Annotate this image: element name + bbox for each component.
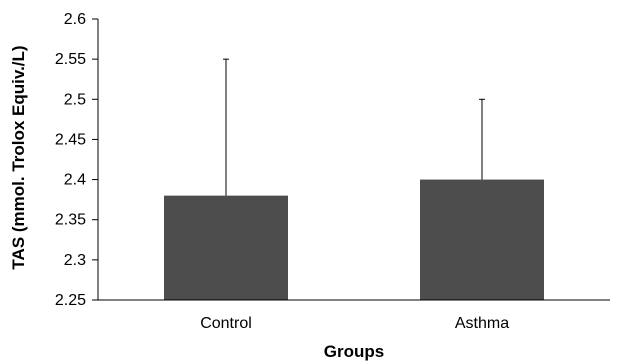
y-tick-label: 2.3	[64, 252, 86, 269]
x-axis-title: Groups	[324, 342, 384, 361]
y-tick-label: 2.55	[55, 51, 86, 68]
y-axis-title: TAS (mmol. Trolox Equiv./L)	[9, 45, 28, 269]
error-bars	[223, 58, 485, 196]
y-axis-ticks: 2.25 2.3 2.35 2.4 2.45 2.5 2.55 2.6	[55, 11, 98, 309]
y-tick-label: 2.4	[64, 172, 86, 189]
x-tick-label: Asthma	[455, 315, 509, 332]
y-tick-label: 2.6	[64, 11, 86, 28]
bar	[420, 179, 544, 300]
bars	[164, 179, 544, 300]
y-tick-label: 2.45	[55, 131, 86, 148]
y-tick-label: 2.35	[55, 212, 86, 229]
y-tick-label: 2.5	[64, 91, 86, 108]
x-tick-label: Control	[200, 315, 252, 332]
bar	[164, 195, 288, 300]
x-axis-labels: Control Asthma	[200, 315, 509, 332]
y-tick-label: 2.25	[55, 292, 86, 309]
